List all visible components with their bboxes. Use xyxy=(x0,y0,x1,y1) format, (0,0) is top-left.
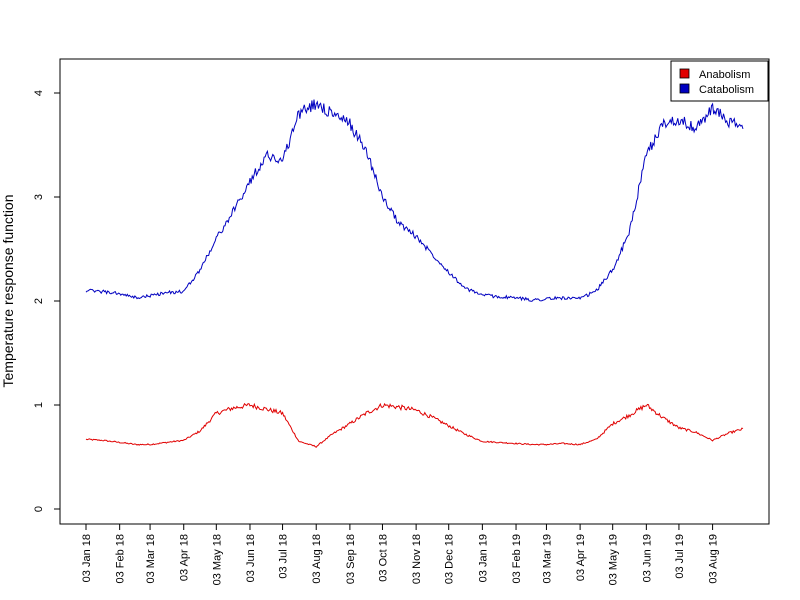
x-tick-label: 03 Sep 18 xyxy=(345,534,357,584)
x-tick-label: 03 Mar 18 xyxy=(145,534,157,584)
legend: Anabolism Catabolism xyxy=(670,60,769,102)
x-tick-label: 03 Mar 19 xyxy=(541,534,553,584)
x-tick-label: 03 Nov 18 xyxy=(411,534,423,584)
x-tick-label: 03 Jan 18 xyxy=(81,534,93,582)
x-tick-label: 03 Aug 19 xyxy=(708,534,720,584)
x-tick-label: 03 Feb 19 xyxy=(511,534,523,584)
series-line-anabolism xyxy=(85,402,744,448)
x-tick-label: 03 Jul 18 xyxy=(278,534,290,579)
y-tick-label: 0 xyxy=(33,506,45,512)
y-tick-label: 4 xyxy=(33,90,45,96)
legend-label-catabolism: Catabolism xyxy=(699,84,754,96)
y-tick-label: 3 xyxy=(33,194,45,200)
legend-swatch-anabolism xyxy=(679,68,690,79)
y-tick-label: 1 xyxy=(33,402,45,408)
x-tick-label: 03 May 18 xyxy=(211,534,223,585)
y-axis: 0 1 2 3 4 xyxy=(33,90,61,512)
x-tick-label: 03 Oct 18 xyxy=(377,534,389,582)
x-tick-label: 03 Jul 19 xyxy=(674,534,686,579)
legend-box xyxy=(670,60,769,102)
x-tick-label: 03 Jan 19 xyxy=(477,534,489,582)
legend-swatch-catabolism xyxy=(679,83,690,94)
legend-label-anabolism: Anabolism xyxy=(699,69,750,81)
y-tick-label: 2 xyxy=(33,298,45,304)
x-tick-label: 03 Aug 18 xyxy=(311,534,323,584)
x-tick-label: 03 May 19 xyxy=(608,534,620,585)
plot-frame xyxy=(59,58,770,525)
x-tick-label: 03 Feb 18 xyxy=(115,534,127,584)
x-tick-label: 03 Dec 18 xyxy=(444,534,456,584)
series-line-catabolism xyxy=(85,99,744,302)
x-tick-label: 03 Jun 18 xyxy=(245,534,257,582)
x-tick-label: 03 Apr 18 xyxy=(179,534,191,581)
x-axis: 03 Jan 18 03 Feb 18 03 Mar 18 03 Apr 18 03 M… xyxy=(81,523,720,585)
x-tick-label: 03 Jun 19 xyxy=(641,534,653,582)
x-tick-label: 03 Apr 19 xyxy=(575,534,587,581)
series-group xyxy=(85,99,744,448)
y-axis-title: Temperature response function xyxy=(0,195,16,388)
